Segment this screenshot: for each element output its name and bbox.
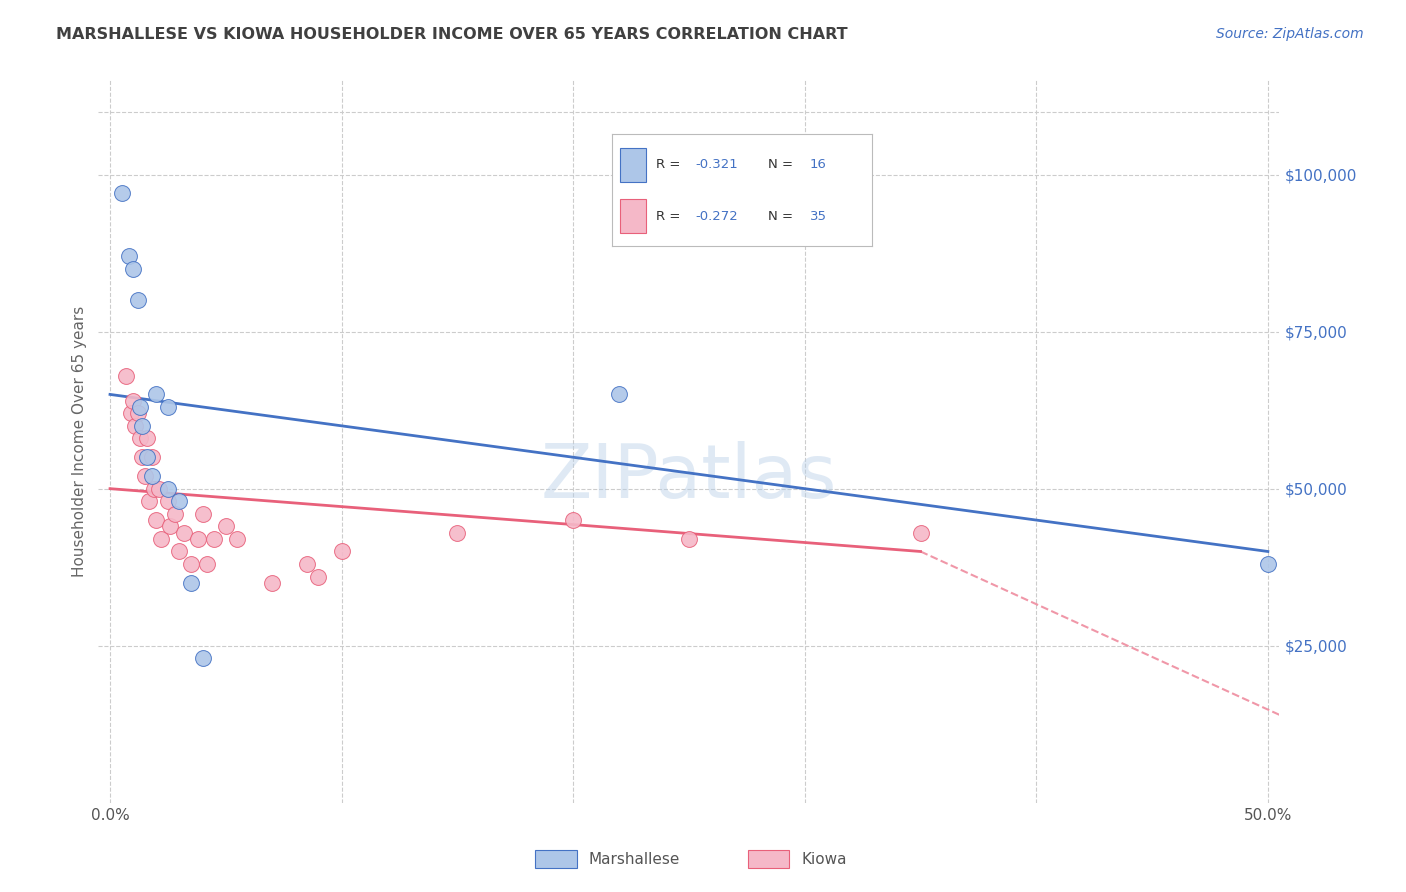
Point	[131, 418, 153, 433]
Point	[180, 557, 202, 571]
Point	[169, 494, 191, 508]
Point	[330, 544, 353, 558]
Point	[136, 431, 159, 445]
Point	[145, 513, 167, 527]
Point	[195, 557, 218, 571]
Point	[446, 525, 468, 540]
Point	[122, 261, 145, 276]
Point	[141, 450, 163, 465]
Text: Marshallese: Marshallese	[589, 852, 681, 867]
Point	[156, 494, 179, 508]
Point	[134, 469, 156, 483]
Point	[191, 651, 214, 665]
Text: MARSHALLESE VS KIOWA HOUSEHOLDER INCOME OVER 65 YEARS CORRELATION CHART: MARSHALLESE VS KIOWA HOUSEHOLDER INCOME …	[56, 27, 848, 42]
Point	[120, 406, 142, 420]
Point	[156, 400, 179, 414]
Point	[169, 544, 191, 558]
Point	[127, 293, 149, 308]
Text: Kiowa: Kiowa	[801, 852, 846, 867]
Point	[1257, 557, 1279, 571]
Y-axis label: Householder Income Over 65 years: Householder Income Over 65 years	[72, 306, 87, 577]
Point	[110, 186, 132, 201]
Point	[159, 519, 181, 533]
FancyBboxPatch shape	[536, 850, 576, 868]
Point	[143, 482, 166, 496]
Point	[173, 525, 195, 540]
Point	[202, 532, 225, 546]
Point	[131, 450, 153, 465]
Point	[138, 494, 160, 508]
Point	[148, 482, 170, 496]
Text: Source: ZipAtlas.com: Source: ZipAtlas.com	[1216, 27, 1364, 41]
Point	[215, 519, 238, 533]
Point	[910, 525, 932, 540]
Point	[191, 507, 214, 521]
Point	[609, 387, 631, 401]
Point	[678, 532, 700, 546]
Text: ZIPatlas: ZIPatlas	[541, 442, 837, 514]
Point	[117, 249, 139, 263]
Point	[187, 532, 209, 546]
Point	[163, 507, 186, 521]
Point	[295, 557, 318, 571]
Point	[145, 387, 167, 401]
Point	[262, 575, 284, 590]
Point	[124, 418, 146, 433]
Point	[149, 532, 172, 546]
Point	[307, 569, 329, 583]
Point	[226, 532, 249, 546]
Point	[180, 575, 202, 590]
Point	[129, 400, 152, 414]
Point	[136, 450, 159, 465]
Point	[122, 393, 145, 408]
Point	[562, 513, 585, 527]
Point	[156, 482, 179, 496]
Point	[115, 368, 138, 383]
FancyBboxPatch shape	[748, 850, 789, 868]
Point	[127, 406, 149, 420]
Point	[141, 469, 163, 483]
Point	[129, 431, 152, 445]
